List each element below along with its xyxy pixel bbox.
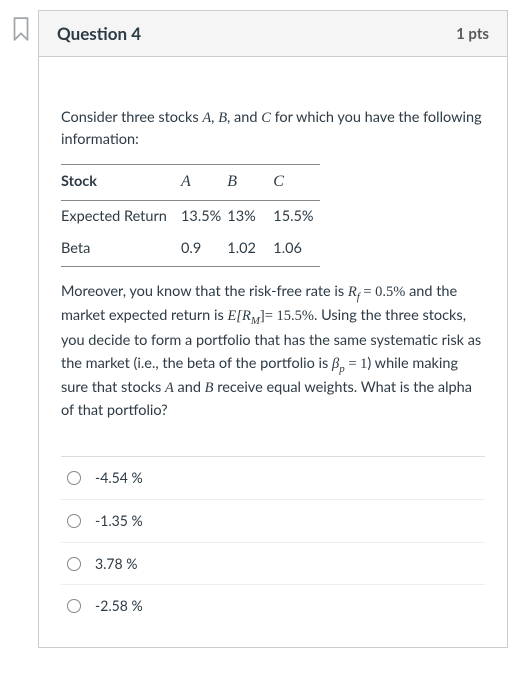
question-header: Question 4 1 pts xyxy=(39,11,507,57)
th-b: B xyxy=(227,164,273,200)
answer-label: 3.78 % xyxy=(95,553,137,575)
question-body: Consider three stocks A, B, and C for wh… xyxy=(39,57,507,647)
description-text: Moreover, you know that the risk-free ra… xyxy=(61,281,485,423)
question-points: 1 pts xyxy=(456,25,489,43)
radio-icon[interactable] xyxy=(67,599,81,613)
text: , and xyxy=(227,109,261,126)
answers-list: -4.54 % -1.35 % 3.78 % -2.58 % xyxy=(61,456,485,627)
text: R xyxy=(348,284,357,300)
cell-val: 1.06 xyxy=(273,233,319,266)
radio-icon[interactable] xyxy=(67,471,81,485)
text: = 0.5% xyxy=(360,284,406,300)
answer-label: -1.35 % xyxy=(95,510,143,532)
cell-val: 15.5% xyxy=(273,200,319,233)
rf-symbol: Rf = 0.5% xyxy=(348,284,406,300)
erm-symbol: E[RM]= 15.5% xyxy=(227,308,314,324)
stocks-table: Stock A B C Expected Return 13.5% 13% 15… xyxy=(61,164,320,267)
cell-val: 13% xyxy=(227,200,273,233)
th-c: C xyxy=(273,164,319,200)
answer-label: -2.58 % xyxy=(95,595,143,617)
stock-c: C xyxy=(261,110,271,126)
cell-label: Beta xyxy=(61,233,181,266)
text: M xyxy=(251,315,260,327)
text: = 1 xyxy=(345,356,368,372)
stock-a: A xyxy=(165,380,174,396)
cell-val: 1.02 xyxy=(227,233,273,266)
stock-b: B xyxy=(205,380,214,396)
answer-option[interactable]: 3.78 % xyxy=(61,543,485,586)
answer-option[interactable]: -2.58 % xyxy=(61,585,485,627)
table-row: Expected Return 13.5% 13% 15.5% xyxy=(61,200,320,233)
text: Consider three stocks xyxy=(61,109,202,126)
th-a: A xyxy=(181,164,227,200)
question-card: Question 4 1 pts Consider three stocks A… xyxy=(38,10,508,648)
table-header-row: Stock A B C xyxy=(61,164,320,200)
answer-option[interactable]: -1.35 % xyxy=(61,500,485,543)
question-title: Question 4 xyxy=(57,23,141,44)
text: E[R xyxy=(227,308,250,324)
stock-a: A xyxy=(202,110,211,126)
cell-val: 13.5% xyxy=(181,200,227,233)
cell-val: 0.9 xyxy=(181,233,227,266)
radio-icon[interactable] xyxy=(67,557,81,571)
bookmark-icon[interactable] xyxy=(10,16,32,42)
answer-option[interactable]: -4.54 % xyxy=(61,457,485,500)
question-wrapper: Question 4 1 pts Consider three stocks A… xyxy=(10,10,508,648)
table-row: Beta 0.9 1.02 1.06 xyxy=(61,233,320,266)
th-stock: Stock xyxy=(61,164,181,200)
radio-icon[interactable] xyxy=(67,514,81,528)
text: and xyxy=(174,379,205,396)
bp-symbol: βp = 1 xyxy=(332,356,367,372)
stock-b: B xyxy=(218,110,227,126)
cell-label: Expected Return xyxy=(61,200,181,233)
text: Moreover, you know that the risk-free ra… xyxy=(61,283,348,300)
intro-text: Consider three stocks A, B, and C for wh… xyxy=(61,107,485,152)
text: ]= 15.5% xyxy=(260,308,314,324)
answer-label: -4.54 % xyxy=(95,467,143,489)
